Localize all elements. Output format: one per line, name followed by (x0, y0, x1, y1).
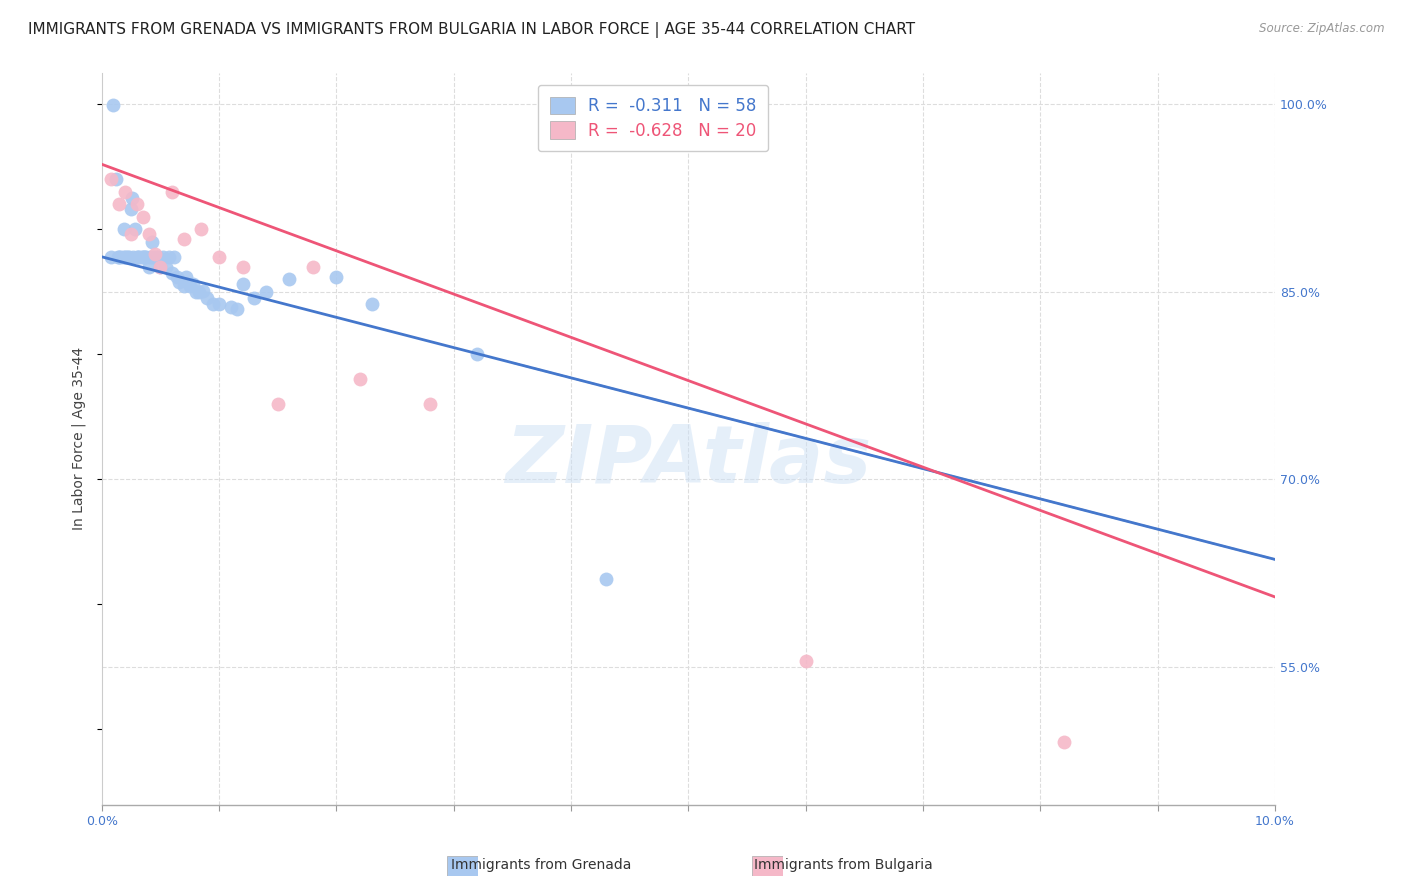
Point (110, 250, 132, 264)
Point (115, 250, 138, 264)
Point (131, 250, 153, 264)
Point (160, 266, 183, 280)
Point (138, 227, 160, 242)
Point (188, 285, 211, 299)
Point (117, 250, 139, 264)
Point (132, 210, 155, 224)
Text: ZIPAtlas: ZIPAtlas (505, 422, 872, 500)
Point (1053, 735, 1076, 749)
Point (191, 284, 214, 298)
Point (134, 250, 156, 264)
Point (111, 250, 134, 264)
Point (325, 269, 347, 284)
Point (142, 250, 165, 264)
Point (120, 202, 142, 217)
Point (167, 275, 190, 289)
Point (127, 250, 149, 264)
Point (100, 250, 122, 264)
Point (141, 235, 163, 249)
Point (195, 291, 218, 305)
Point (125, 250, 148, 264)
Point (112, 222, 135, 236)
Point (124, 222, 146, 236)
Point (132, 250, 155, 264)
Point (465, 347, 488, 361)
Point (121, 191, 143, 205)
Point (166, 269, 188, 284)
Point (173, 232, 195, 246)
Point (100, 172, 122, 186)
Text: Immigrants from Grenada: Immigrants from Grenada (451, 858, 631, 872)
Text: Immigrants from Bulgaria: Immigrants from Bulgaria (754, 858, 934, 872)
Point (118, 250, 141, 264)
Point (278, 272, 301, 286)
Text: Source: ZipAtlas.com: Source: ZipAtlas.com (1260, 22, 1385, 36)
Y-axis label: In Labor Force | Age 35-44: In Labor Force | Age 35-44 (72, 347, 86, 531)
Point (231, 277, 253, 292)
Point (149, 260, 172, 274)
Point (231, 260, 253, 274)
Point (190, 222, 212, 236)
Legend: R =  -0.311   N = 58, R =  -0.628   N = 20: R = -0.311 N = 58, R = -0.628 N = 20 (538, 85, 768, 152)
Point (135, 250, 157, 264)
Point (163, 250, 186, 264)
Point (108, 197, 131, 211)
Point (120, 227, 142, 242)
Point (132, 250, 155, 264)
Point (160, 185, 183, 199)
Point (419, 397, 441, 411)
Point (149, 260, 172, 274)
Point (208, 297, 231, 311)
Point (267, 397, 290, 411)
Point (181, 277, 204, 292)
Point (139, 250, 162, 264)
Point (208, 250, 231, 264)
Point (243, 291, 266, 305)
Point (202, 297, 225, 311)
Point (302, 260, 325, 274)
Point (225, 302, 247, 317)
Point (173, 278, 195, 293)
Point (104, 172, 127, 186)
Text: IMMIGRANTS FROM GRENADA VS IMMIGRANTS FROM BULGARIA IN LABOR FORCE | AGE 35-44 C: IMMIGRANTS FROM GRENADA VS IMMIGRANTS FR… (28, 22, 915, 38)
Point (107, 250, 129, 264)
Point (128, 250, 150, 264)
Point (103, 98, 125, 112)
Point (349, 372, 371, 386)
Point (108, 250, 131, 264)
Point (114, 250, 136, 264)
Point (794, 654, 817, 668)
Point (125, 197, 148, 211)
Point (360, 297, 382, 311)
Point (184, 285, 207, 299)
Point (595, 573, 617, 587)
Point (146, 250, 169, 264)
Point (155, 260, 177, 274)
Point (145, 250, 167, 264)
Point (254, 285, 277, 299)
Point (219, 300, 242, 314)
Point (179, 278, 201, 293)
Point (143, 247, 166, 261)
Point (138, 260, 160, 274)
Point (114, 185, 136, 199)
Point (152, 250, 174, 264)
Point (122, 250, 145, 264)
Point (157, 250, 180, 264)
Point (174, 269, 197, 284)
